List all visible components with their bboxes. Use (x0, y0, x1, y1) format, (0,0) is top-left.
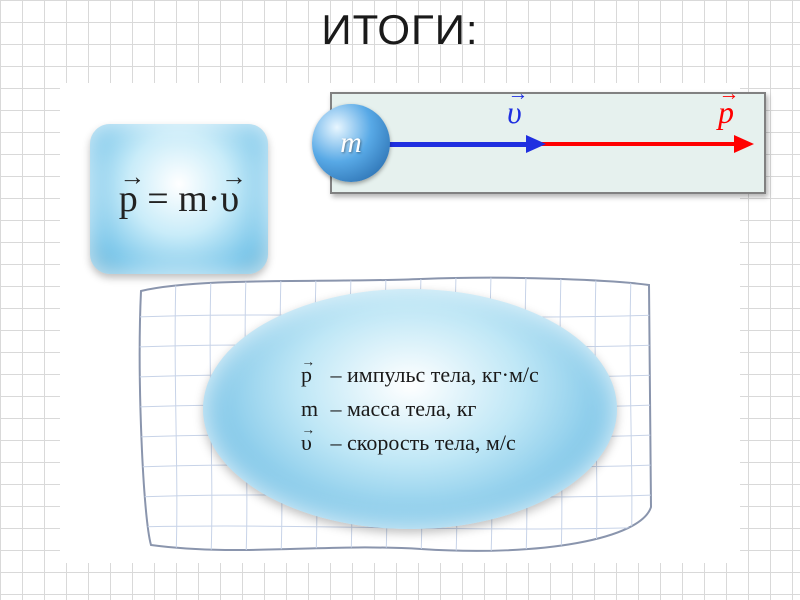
definition-momentum: p – импульс тела, кг·м/с (301, 358, 617, 392)
momentum-symbol: p (718, 94, 734, 131)
momentum-label: p (718, 94, 734, 131)
definitions-ellipse: p – импульс тела, кг·м/с m – масса тела,… (203, 289, 617, 529)
def-symbol-v: υ (301, 426, 325, 460)
definition-velocity: υ – скорость тела, м/с (301, 426, 617, 460)
formula-box: p = m·υ (90, 124, 268, 274)
symbol-v: υ (220, 177, 239, 221)
page-title: ИТОГИ: (0, 6, 800, 54)
symbol-m: m (178, 178, 208, 220)
velocity-arrow-head-icon (526, 135, 546, 153)
def-text-m: – масса тела, кг (325, 396, 476, 421)
stage: ИТОГИ: p = m·υ m υ p (0, 0, 800, 600)
momentum-arrow-head-icon (734, 135, 754, 153)
velocity-arrow-line (388, 142, 526, 147)
velocity-symbol: υ (507, 94, 522, 131)
formula: p = m·υ (119, 177, 239, 221)
def-text-v: – скорость тела, м/с (325, 430, 516, 455)
def-symbol-p: p (301, 358, 325, 392)
definition-mass: m – масса тела, кг (301, 392, 617, 426)
mass-ball: m (312, 104, 390, 182)
def-text-p: – импульс тела, кг·м/с (325, 362, 539, 387)
vector-diagram-panel: m υ p (330, 92, 766, 194)
velocity-label: υ (507, 94, 522, 131)
definitions-page: p – импульс тела, кг·м/с m – масса тела,… (121, 257, 661, 561)
symbol-p: p (119, 177, 138, 221)
mass-label: m (340, 126, 362, 160)
formula-dot: · (208, 178, 221, 220)
